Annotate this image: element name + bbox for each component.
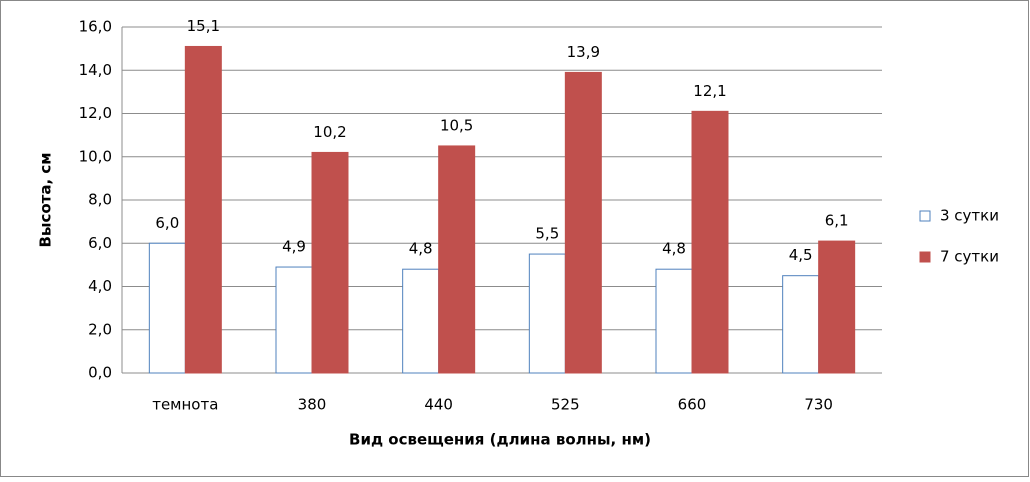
y-tick-label: 8,0 (88, 191, 112, 209)
bar (275, 266, 313, 374)
value-label: 10,5 (440, 116, 473, 134)
legend-swatch (919, 251, 931, 263)
legend-swatch (919, 210, 931, 222)
x-tick-label: 380 (298, 396, 327, 414)
value-label: 12,1 (693, 82, 726, 100)
y-tick-label: 12,0 (79, 104, 112, 122)
x-tick-label: 660 (678, 396, 707, 414)
value-label: 4,8 (409, 240, 433, 258)
y-tick-label: 6,0 (88, 234, 112, 252)
legend-label: 7 сутки (940, 248, 999, 266)
bar (311, 151, 349, 374)
bar (528, 253, 566, 374)
legend-label: 3 сутки (940, 207, 999, 225)
y-tick-label: 16,0 (79, 18, 112, 36)
bar (184, 45, 222, 374)
value-label: 13,9 (567, 43, 600, 61)
value-label: 10,2 (313, 123, 346, 141)
x-tick-label: 525 (551, 396, 580, 414)
bar (691, 110, 729, 374)
y-tick-label: 14,0 (79, 61, 112, 79)
bar (438, 145, 476, 374)
y-tick-label: 10,0 (79, 147, 112, 165)
y-tick-label: 0,0 (88, 364, 112, 382)
value-label: 5,5 (535, 225, 559, 243)
y-tick-label: 4,0 (88, 277, 112, 295)
bar (148, 242, 186, 374)
y-tick-label: 2,0 (88, 320, 112, 338)
value-label: 6,1 (825, 212, 849, 230)
value-label: 4,9 (282, 238, 306, 256)
x-tick-label: темнота (152, 396, 218, 414)
x-axis-title: Вид освещения (длина волны, нм) (349, 431, 651, 449)
bar (782, 275, 820, 374)
value-label: 4,8 (662, 240, 686, 258)
value-label: 15,1 (187, 17, 220, 35)
y-axis-title: Высота, см (37, 152, 55, 247)
value-label: 6,0 (155, 214, 179, 232)
x-tick-label: 440 (424, 396, 453, 414)
bar (564, 71, 602, 374)
x-tick-label: 730 (804, 396, 833, 414)
bar (655, 268, 693, 374)
bar (818, 240, 856, 374)
value-label: 4,5 (789, 246, 813, 264)
bar (402, 268, 440, 374)
